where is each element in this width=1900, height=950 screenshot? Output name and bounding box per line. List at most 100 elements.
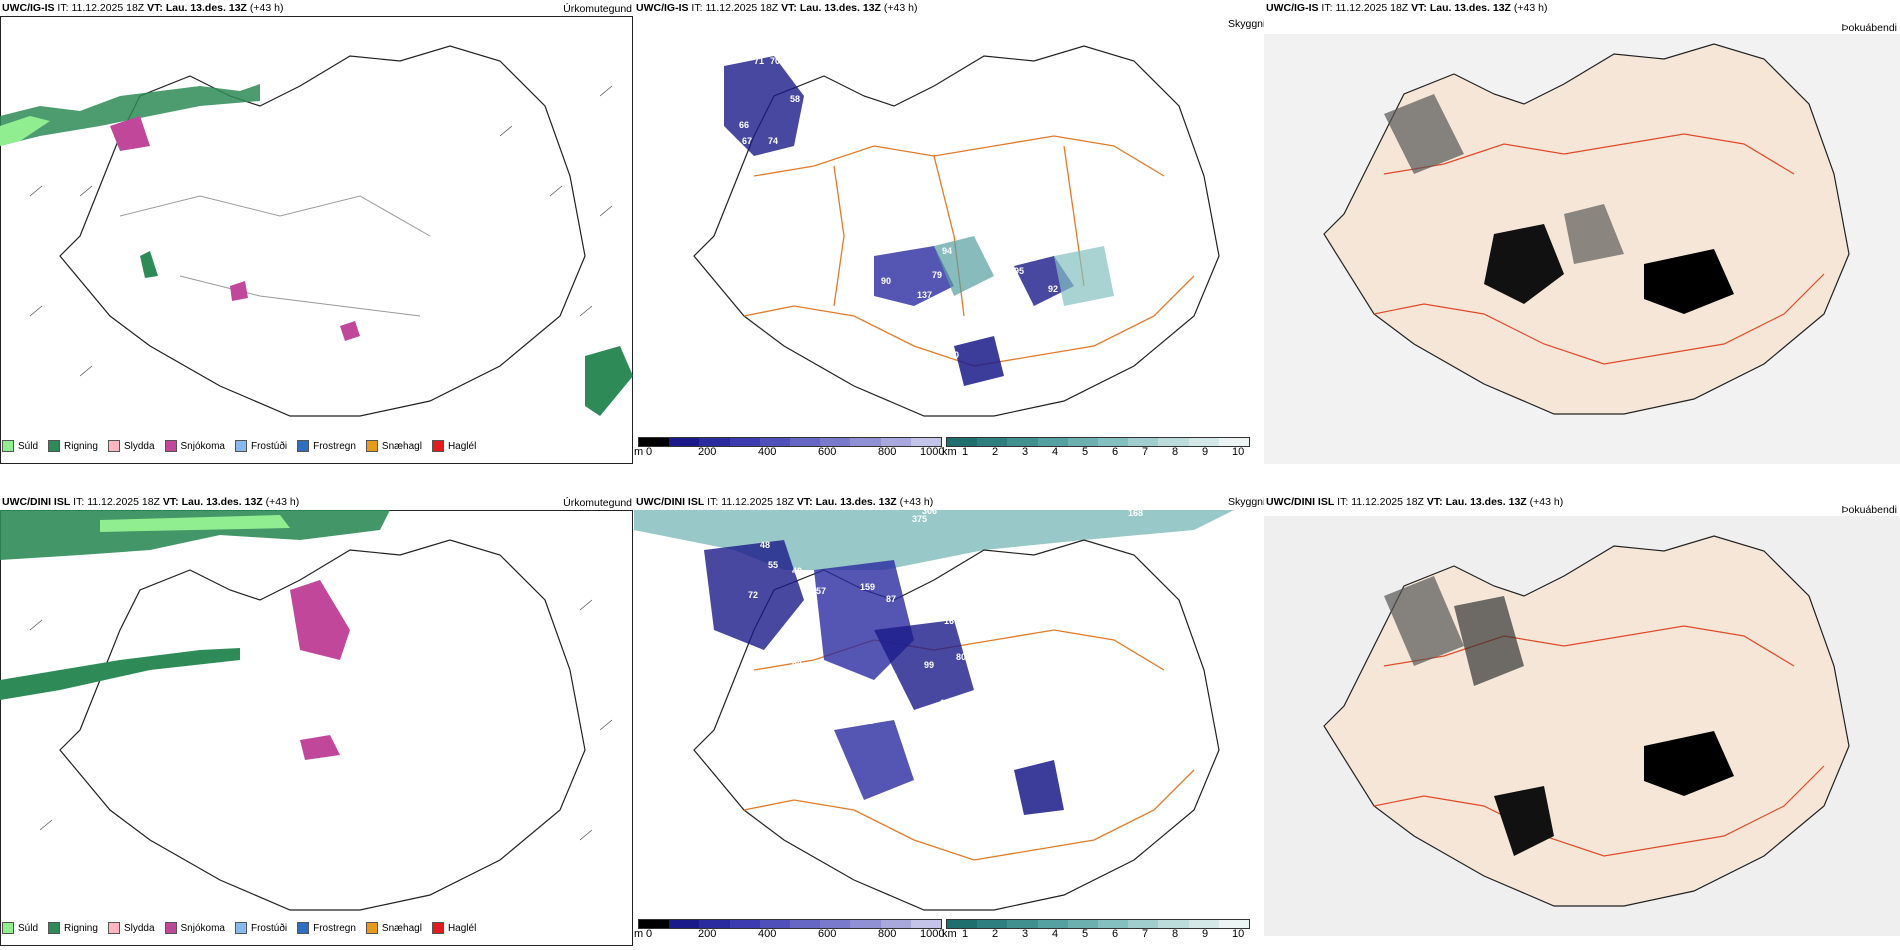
cloud-label: 137 <box>917 290 932 300</box>
cloud-label: 80 <box>956 652 966 662</box>
cloud-label: 63 <box>828 678 838 688</box>
fog-index-map-bottom: UWC/DINI ISL IT: 11.12.2025 18Z VT: Lau.… <box>1264 494 1900 950</box>
cloud-label: 375 <box>912 514 927 524</box>
panel-title: Þokuábendi <box>1841 504 1897 516</box>
cloud-label: 72 <box>748 590 758 600</box>
legend-item: Súld <box>2 440 38 452</box>
cloud-label: 306 <box>922 510 937 516</box>
cloud-label: 240 <box>844 678 859 688</box>
cloud-label: 92 <box>1048 284 1058 294</box>
cloud-label: 66 <box>739 120 749 130</box>
panel-header: UWC/DINI ISL IT: 11.12.2025 18Z VT: Lau.… <box>636 496 934 508</box>
cloud-label: 90 <box>881 276 891 286</box>
cloud-label: 64 <box>792 658 802 668</box>
panel-header: UWC/IG-IS IT: 11.12.2025 18Z VT: Lau. 13… <box>636 2 918 14</box>
cloud-label: 105 <box>940 698 955 708</box>
cloudbase-m-ticks: m 0 200 400 600 800 1000 <box>634 446 945 458</box>
cloud-base-map-top: UWC/IG-IS IT: 11.12.2025 18Z VT: Lau. 13… <box>634 0 1264 470</box>
cloud-label: 55 <box>768 560 778 570</box>
iceland-cloud-map: 71 70 58 99 66 67 74 86 118 89 83 90 94 … <box>693 45 1220 417</box>
cloud-label: 83 <box>861 270 871 280</box>
legend-item: Rigning <box>48 922 98 934</box>
cloud-label: 167 <box>944 616 959 626</box>
cloud-label: 224 <box>978 668 993 678</box>
iceland-map <box>0 510 613 911</box>
iceland-cloud-map: 48 55 40 57 159 87 73 37 167 72 104 82 6… <box>634 510 1234 911</box>
cloud-label: 108 <box>900 726 915 736</box>
legend-item: Frostregn <box>297 922 356 934</box>
precip-legend: Súld Rigning Slydda Snjókoma Frostúði Fr… <box>2 440 476 452</box>
cloud-label: 168 <box>1128 510 1143 518</box>
cloud-label: 48 <box>760 540 770 550</box>
visibility-label: Skyggni <box>1228 496 1266 508</box>
legend-item: Snjókoma <box>164 440 225 452</box>
cloud-label: 79 <box>932 270 942 280</box>
legend-item: Haglél <box>431 440 476 452</box>
cloud-label: 57 <box>816 586 826 596</box>
panel-header: UWC/IG-IS IT: 11.12.2025 18Z VT: Lau. 13… <box>2 2 284 14</box>
legend-item: Snæhagl <box>365 440 422 452</box>
legend-item: Frostúði <box>234 440 287 452</box>
cloudbase-km-colorbar <box>946 437 1250 447</box>
iceland-fog-map <box>1264 516 1900 936</box>
map-frame <box>0 16 633 464</box>
cloudbase-m-colorbar <box>638 919 942 929</box>
legend-item: Frostregn <box>297 440 356 452</box>
cloud-label: 74 <box>768 136 778 146</box>
cloud-label: 202 <box>978 652 993 662</box>
cloud-label: 58 <box>790 94 800 104</box>
cloud-label: 89 <box>809 180 819 190</box>
cloud-label: 70 <box>949 350 959 360</box>
cloud-label: 118 <box>762 198 777 208</box>
legend-item: Frostúði <box>234 922 287 934</box>
cloud-label: 488 <box>882 672 897 682</box>
cloud-label: 104 <box>806 628 821 638</box>
panel-header: UWC/DINI ISL IT: 11.12.2025 18Z VT: Lau.… <box>1266 496 1564 508</box>
cloud-label: 73 <box>932 586 942 596</box>
cloud-label: 86 <box>696 132 706 142</box>
panel-title: Þokuábendi <box>1841 22 1897 34</box>
cloud-label: 70 <box>770 56 780 66</box>
panel-header: UWC/IG-IS IT: 11.12.2025 18Z VT: Lau. 13… <box>1266 2 1548 14</box>
legend-item: Slydda <box>107 440 155 452</box>
cloud-label: 159 <box>860 582 875 592</box>
legend-item: Snæhagl <box>365 922 422 934</box>
cloud-label: 62 <box>848 716 858 726</box>
cloudbase-m-ticks: m 0 200 400 600 800 1000 <box>634 928 945 940</box>
cloud-label: 101 <box>924 184 939 194</box>
cloud-label: 56 <box>1134 254 1144 264</box>
cloud-label: 67 <box>742 136 752 146</box>
cloud-label: 94 <box>942 246 952 256</box>
legend-item: Snjókoma <box>164 922 225 934</box>
visibility-label: Skyggni <box>1228 18 1266 30</box>
cloud-label: 99 <box>820 116 830 126</box>
fog-index-map-top: UWC/IG-IS IT: 11.12.2025 18Z VT: Lau. 13… <box>1264 0 1900 470</box>
precip-type-map-bottom: UWC/DINI ISL IT: 11.12.2025 18Z VT: Lau.… <box>0 494 635 950</box>
cloud-label: 37 <box>932 600 942 610</box>
cloud-label: 111 <box>908 748 922 758</box>
cloud-label: 71 <box>754 56 764 66</box>
cloud-label: 134 <box>1054 748 1069 758</box>
cloud-label: 82 <box>806 648 816 658</box>
legend-item: Súld <box>2 922 38 934</box>
precip-legend: Súld Rigning Slydda Snjókoma Frostúði Fr… <box>2 922 476 934</box>
panel-header: UWC/DINI ISL IT: 11.12.2025 18Z VT: Lau.… <box>2 496 300 508</box>
cloud-label: 40 <box>792 566 802 576</box>
cloud-label: 218 <box>976 220 991 230</box>
iceland-fog-map <box>1264 34 1900 464</box>
cloud-label: 87 <box>886 594 896 604</box>
cloudbase-km-colorbar <box>946 919 1250 929</box>
cloud-base-map-bottom: UWC/DINI ISL IT: 11.12.2025 18Z VT: Lau.… <box>634 494 1264 950</box>
precip-type-map-top: UWC/IG-IS IT: 11.12.2025 18Z VT: Lau. 13… <box>0 0 635 470</box>
panel-title: Úrkomutegund <box>563 3 632 15</box>
cloudbase-m-colorbar <box>638 437 942 447</box>
cloud-label: 73 <box>864 716 874 726</box>
cloudbase-km-ticks: km 1 2 3 4 5 6 7 8 9 10 <box>942 928 1245 940</box>
cloud-label: 126 <box>1010 724 1025 734</box>
legend-item: Slydda <box>107 922 155 934</box>
cloud-label: 468 <box>862 328 877 338</box>
cloud-label: 95 <box>1014 266 1024 276</box>
cloud-label: 99 <box>924 660 934 670</box>
legend-item: Rigning <box>48 440 98 452</box>
legend-item: Haglél <box>431 922 476 934</box>
